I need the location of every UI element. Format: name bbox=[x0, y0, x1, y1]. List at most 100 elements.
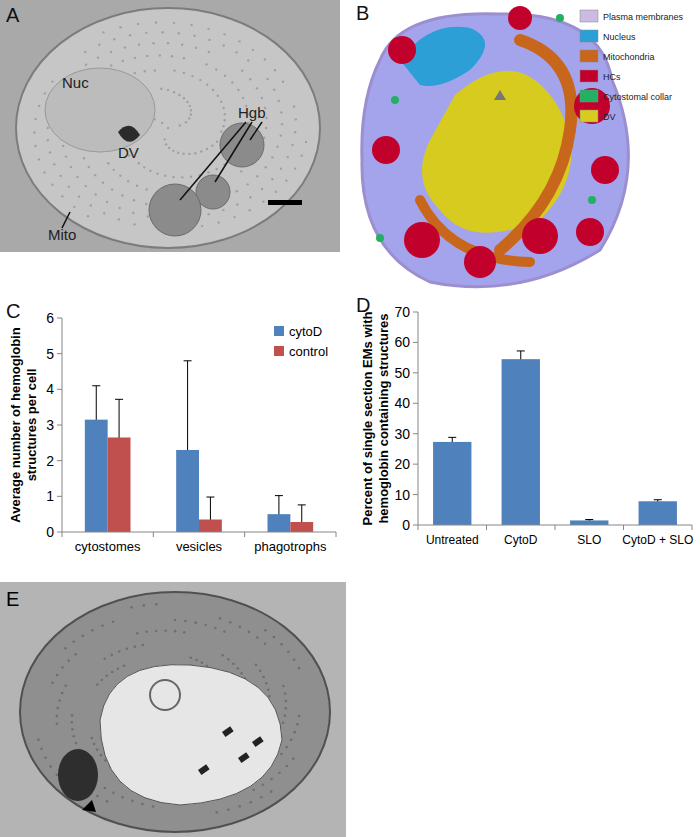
texture bbox=[190, 109, 192, 111]
legend-label: DV bbox=[603, 112, 616, 122]
texture bbox=[155, 21, 157, 23]
texture bbox=[240, 672, 243, 675]
texture bbox=[82, 634, 85, 637]
cell bbox=[20, 592, 330, 832]
y-tick-label: 50 bbox=[394, 365, 410, 381]
bar bbox=[108, 437, 131, 532]
texture bbox=[262, 200, 264, 202]
texture bbox=[223, 630, 226, 633]
texture bbox=[185, 121, 187, 123]
texture bbox=[164, 629, 167, 632]
x-tick bbox=[623, 525, 624, 530]
panel-a: NucDVHgbMito bbox=[0, 0, 340, 252]
x-tick-label: CytoD + SLO bbox=[622, 533, 693, 547]
texture bbox=[88, 166, 90, 168]
texture bbox=[211, 145, 213, 147]
texture bbox=[194, 621, 197, 624]
texture bbox=[49, 151, 51, 153]
texture bbox=[97, 57, 99, 59]
texture bbox=[183, 57, 185, 59]
texture bbox=[292, 757, 295, 760]
y-axis-label-line: structures per cell bbox=[24, 369, 39, 482]
texture bbox=[75, 742, 78, 745]
x-tick-label: vesicles bbox=[176, 539, 223, 554]
image-label: Nuc bbox=[62, 74, 89, 91]
legend-swatch bbox=[580, 30, 598, 42]
texture bbox=[270, 790, 273, 793]
texture bbox=[179, 124, 181, 126]
texture bbox=[208, 213, 210, 215]
texture bbox=[259, 670, 262, 673]
hemoglobin-compartment bbox=[404, 222, 440, 258]
chart: 010203040506070UntreatedCytoDSLOCytoD + … bbox=[360, 304, 693, 547]
texture bbox=[275, 191, 277, 193]
cytostomal-collar bbox=[391, 96, 399, 104]
texture bbox=[38, 158, 40, 160]
texture bbox=[246, 183, 248, 185]
texture bbox=[106, 800, 109, 803]
texture bbox=[274, 69, 276, 71]
image-label: Mito bbox=[48, 226, 76, 243]
texture bbox=[110, 64, 112, 66]
texture bbox=[129, 34, 131, 36]
texture bbox=[220, 101, 222, 103]
texture bbox=[118, 218, 120, 220]
texture bbox=[208, 39, 210, 41]
x-tick bbox=[555, 525, 556, 530]
texture bbox=[37, 738, 40, 741]
texture bbox=[241, 70, 243, 72]
texture bbox=[64, 647, 67, 650]
texture bbox=[216, 168, 218, 170]
texture bbox=[186, 101, 188, 103]
texture bbox=[255, 664, 258, 667]
texture bbox=[238, 805, 241, 808]
texture bbox=[177, 152, 179, 154]
texture bbox=[212, 89, 214, 91]
texture bbox=[181, 44, 183, 46]
texture bbox=[94, 193, 96, 195]
y-axis-label-line: hemoglobin containing structures bbox=[376, 313, 391, 523]
texture bbox=[206, 84, 208, 86]
error-cap bbox=[115, 399, 123, 400]
texture bbox=[131, 800, 134, 803]
texture bbox=[159, 54, 161, 56]
legend-label: cytoD bbox=[289, 324, 322, 339]
texture bbox=[300, 154, 302, 156]
y-tick-label: 2 bbox=[46, 453, 54, 469]
texture bbox=[290, 738, 293, 741]
texture bbox=[282, 685, 285, 688]
texture bbox=[93, 743, 96, 746]
texture bbox=[190, 656, 193, 659]
texture bbox=[260, 796, 263, 799]
y-tick bbox=[413, 464, 418, 465]
bar bbox=[639, 501, 677, 525]
y-tick-label: 70 bbox=[394, 304, 410, 320]
texture bbox=[273, 636, 276, 639]
texture bbox=[236, 190, 238, 192]
texture bbox=[74, 653, 77, 656]
texture bbox=[227, 658, 230, 661]
texture bbox=[285, 765, 288, 768]
texture bbox=[271, 156, 273, 158]
texture bbox=[112, 620, 115, 623]
texture bbox=[183, 72, 185, 74]
texture bbox=[278, 772, 281, 775]
error-cap bbox=[448, 437, 456, 438]
panel-e bbox=[0, 582, 346, 837]
x-tick-label: cytostomes bbox=[75, 539, 141, 554]
texture bbox=[270, 778, 273, 781]
y-tick-label: 40 bbox=[394, 395, 410, 411]
texture bbox=[71, 728, 74, 731]
texture bbox=[145, 32, 147, 34]
texture bbox=[280, 753, 283, 756]
texture bbox=[282, 721, 285, 724]
texture bbox=[121, 796, 124, 799]
texture bbox=[285, 180, 287, 182]
texture bbox=[100, 754, 103, 757]
texture bbox=[40, 748, 43, 751]
texture bbox=[215, 68, 217, 70]
hemoglobin-compartment bbox=[591, 156, 619, 184]
texture bbox=[34, 118, 36, 120]
y-tick bbox=[413, 403, 418, 404]
texture bbox=[287, 156, 289, 158]
